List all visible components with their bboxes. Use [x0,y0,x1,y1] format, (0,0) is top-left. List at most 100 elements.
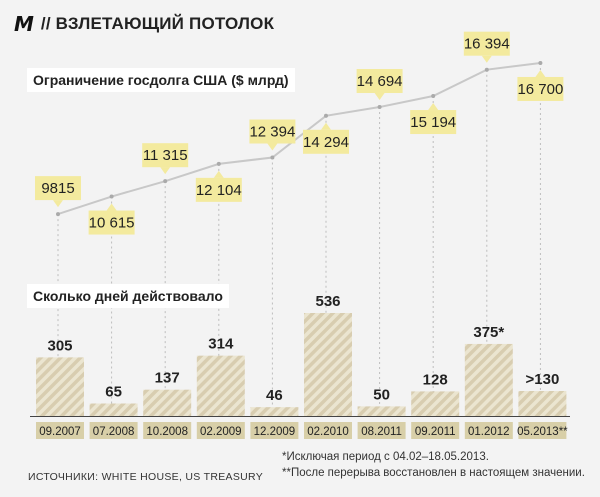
days-value-label: 137 [155,370,180,387]
days-bar [196,355,245,416]
callout-pointer [267,143,278,151]
page-title: // ВЗЛЕТАЮЩИЙ ПОТОЛОК [40,14,275,33]
limit-point [270,155,275,160]
limit-value-label: 14 294 [303,134,349,151]
days-bar [250,407,299,416]
days-value-label: >130 [526,371,560,388]
days-value-label: 536 [315,293,340,310]
days-bar [518,391,567,416]
limit-value-label: 12 104 [196,182,242,199]
date-tick-label: 12.2009 [254,426,296,438]
limit-point [216,161,221,166]
days-bar [143,389,192,416]
callout-pointer [106,203,117,211]
date-tick-label: 01.2012 [468,426,510,438]
limit-value-label: 15 194 [410,114,456,131]
callout-pointer [428,103,439,111]
limit-point [377,105,382,110]
days-bar-chart: 305 65 137 314 46 536 50 128 375* >130 09.2007 07.2… [30,293,570,439]
date-tick-label: 08.2011 [361,426,402,438]
source-note: ИСТОЧНИКИ: WHITE HOUSE, US TREASURY [28,471,264,483]
date-tick-box [143,422,192,439]
date-tick-label: 02.2009 [200,426,242,438]
date-tick-label: 09.2007 [39,426,81,438]
header: M // ВЗЛЕТАЮЩИЙ ПОТОЛОК [14,12,274,36]
days-value-label: 65 [105,384,122,401]
limit-point [56,212,60,217]
limit-callout: 16 700 [517,69,564,101]
date-tick-label: 07.2008 [93,426,135,438]
days-value-label: 128 [423,371,448,388]
limit-callout: 9815 [35,176,81,208]
days-bar [36,357,84,416]
callout-pointer [160,167,171,175]
limit-callout: 14 694 [356,69,403,101]
days-bar [89,403,138,416]
limit-value-label: 11 315 [143,147,188,164]
days-bar [304,313,352,416]
date-tick-label: 02.2010 [307,426,349,438]
callout-box [303,129,349,154]
days-value-label: 375* [473,324,504,341]
date-tick-box [304,422,352,439]
limit-callout: 14 294 [303,122,349,154]
callout-pointer [481,55,492,63]
limit-value-label: 10 615 [89,215,135,232]
date-tick-label: 10.2008 [146,426,188,438]
limit-point [163,179,168,184]
callout-pointer [374,93,385,101]
limit-series-line [57,61,541,216]
days-bar [357,406,406,416]
limit-value-label: 16 394 [464,36,510,53]
days-value-label: 46 [266,387,283,404]
bar-chart-title: Сколько дней действовало [27,284,229,308]
limit-point [538,60,543,65]
date-tick-box [250,422,299,439]
date-tick-box [36,422,84,439]
days-bar [464,343,513,416]
limit-callout: 12 394 [249,119,296,151]
callout-box [35,176,81,201]
callout-box [410,110,457,135]
days-value-label: 305 [47,337,72,354]
limit-point [431,94,436,99]
limit-callout: 16 394 [463,31,510,63]
date-tick-box [464,422,513,439]
footnote-1: *Исключая период с 04.02–18.05.2013. [282,451,489,463]
date-tick-box [196,422,245,439]
callout-box [142,143,189,168]
limit-point [484,67,489,72]
limit-value-label: 12 394 [249,123,295,140]
footnotes: *Исключая период с 04.02–18.05.2013. **П… [282,449,585,481]
callout-box [356,69,403,94]
callout-box [249,119,296,144]
date-tick-box [518,422,567,439]
limit-line-chart: 9815 10 615 11 315 12 104 12 394 14 294 14 694… [35,31,564,410]
limit-callout: 12 104 [195,170,242,202]
callout-pointer [321,122,331,130]
date-tick-box [357,422,406,439]
limit-callout: 15 194 [410,103,457,135]
limit-point [324,113,328,118]
days-value-label: 314 [208,336,234,353]
days-value-label: 50 [373,386,390,403]
date-tick-label: 09.2011 [415,426,456,438]
date-tick-label: 05.2013** [517,426,568,438]
callout-box [88,210,135,235]
callout-pointer [53,200,63,208]
footnote-2: **После перерыва восстановлен в настояще… [282,467,585,479]
limit-callout: 10 615 [88,203,135,235]
limit-value-label: 9815 [41,180,74,197]
limit-value-label: 16 700 [517,81,563,98]
limit-value-label: 14 694 [357,73,403,90]
date-tick-box [89,422,138,439]
callout-pointer [213,170,224,178]
days-bar [411,391,460,416]
limit-point [109,194,114,199]
callout-box [195,177,242,202]
callout-pointer [535,69,546,77]
date-tick-box [411,422,460,439]
line-chart-title: Ограничение госдолга США ($ млрд) [27,68,295,92]
